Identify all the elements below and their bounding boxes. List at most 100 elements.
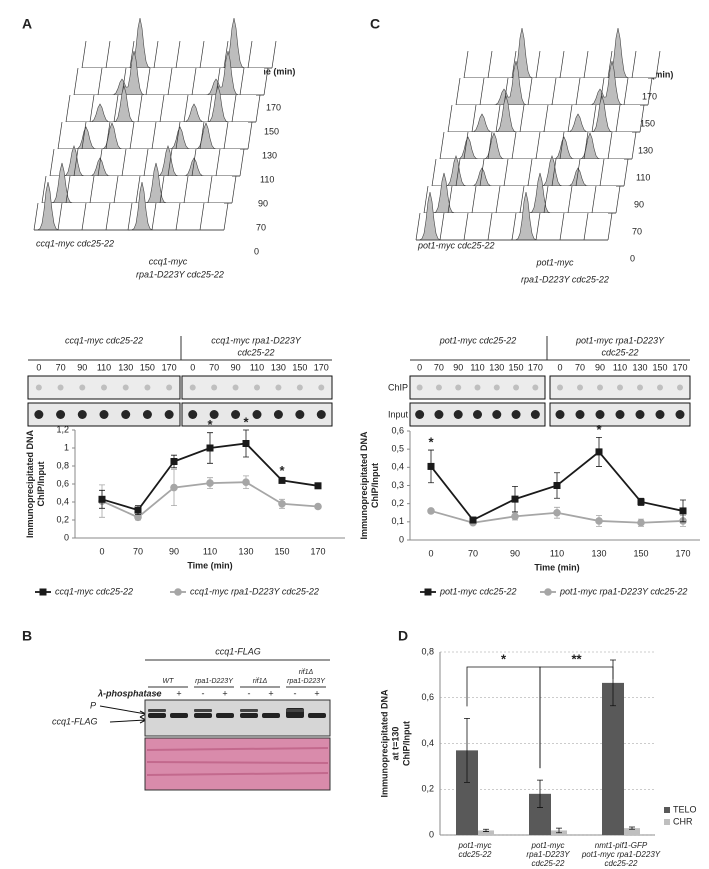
histogram-bg [448, 105, 544, 132]
dot [435, 384, 442, 391]
blot-header: ccq1-myc cdc25-22 [65, 335, 143, 345]
y-tick-label: 0 [429, 829, 434, 839]
histogram-bg [66, 95, 162, 122]
y-tick-label: 0,6 [391, 425, 404, 435]
lane-label: 0 [190, 362, 195, 372]
dot [530, 410, 540, 419]
data-point [170, 458, 178, 465]
comparison-bracket [539, 666, 614, 769]
histogram-grid [81, 121, 87, 150]
dot [121, 410, 131, 419]
sign: - [294, 688, 297, 698]
dot [188, 410, 198, 419]
data-point [595, 448, 603, 456]
histogram-grid [647, 77, 653, 106]
dot [453, 410, 463, 419]
group-label: WT [163, 678, 175, 685]
histogram-grid [151, 202, 157, 231]
band [308, 713, 326, 718]
histogram-grid [471, 104, 477, 133]
histogram-grid [559, 212, 565, 241]
dot [99, 410, 109, 419]
dot [675, 410, 685, 419]
legend-marker [544, 588, 552, 596]
strain-label: ccq1-myc [149, 256, 188, 266]
histogram-grid [231, 94, 237, 123]
histogram-grid [559, 131, 565, 160]
histogram-grid [199, 40, 205, 69]
dot [318, 384, 325, 391]
histogram-grid [623, 158, 629, 187]
error-bar [629, 826, 635, 830]
histogram-grid [175, 40, 181, 69]
y-tick-label: 0,6 [56, 478, 69, 488]
lane-label: 110 [613, 362, 627, 372]
y-tick-label: 0,6 [421, 692, 434, 702]
x-tick-label: pot1-myc [458, 841, 492, 850]
histogram-grid [49, 148, 55, 177]
histogram-grid [479, 158, 485, 187]
y-tick-label: 0,4 [421, 738, 434, 748]
dot [575, 410, 585, 419]
lane-label: 170 [314, 362, 329, 372]
arrow [99, 705, 148, 718]
sign: - [248, 688, 251, 698]
histogram-grid [129, 121, 135, 150]
y-tick-label: 0,4 [56, 496, 69, 506]
histogram-grid [57, 121, 63, 150]
legend-swatch [664, 819, 670, 825]
histogram-bg [176, 41, 272, 68]
histogram-grid [65, 175, 71, 204]
data-point [278, 500, 286, 508]
sign: + [268, 688, 273, 698]
histogram-grid [423, 185, 429, 214]
ponceau-band [146, 747, 329, 776]
histogram-grid [471, 185, 477, 214]
lane-label: 0 [417, 362, 422, 372]
significance: * [596, 422, 602, 437]
data-point [242, 440, 250, 447]
time-label: 70 [256, 222, 266, 232]
dot [577, 384, 583, 391]
legend-label: ccq1-myc rpa1-D223Y cdc25-22 [190, 586, 319, 596]
data-point [98, 495, 106, 503]
comparison-label: * [501, 651, 507, 666]
histogram-grid [623, 77, 629, 106]
time-label: 130 [638, 145, 653, 155]
dot [211, 384, 218, 391]
dot [79, 384, 86, 391]
histogram-grid [97, 67, 103, 96]
lane-label: 110 [97, 362, 111, 372]
blot-header: cdc25-22 [237, 347, 274, 357]
histogram-grid [73, 67, 79, 96]
histogram-grid [631, 50, 637, 79]
dot [416, 384, 423, 391]
histogram-grid [527, 77, 533, 106]
y-tick-label: 1 [64, 442, 69, 452]
lane-label: 130 [118, 362, 133, 372]
x-tick-label: cdc25-22 [532, 859, 565, 868]
y-tick-label: 0,8 [56, 460, 69, 470]
strain-label: pot1-myc cdc25-22 [417, 240, 495, 250]
y-axis-label: ChIP/Input [401, 721, 411, 766]
treatment-label: λ-phosphatase [97, 688, 162, 698]
legend-swatch [664, 807, 670, 813]
group-label: rif1Δ [299, 669, 314, 676]
panel-label: B [22, 628, 32, 644]
band [170, 713, 188, 718]
blot-title: ccq1-FLAG [215, 646, 261, 656]
histogram-grid [263, 67, 269, 96]
y-tick-label: 0,2 [391, 498, 404, 508]
x-tick-label: cdc25-22 [605, 859, 638, 868]
histogram-grid [503, 158, 509, 187]
data-point [314, 502, 322, 511]
histogram-grid [105, 121, 111, 150]
time-label: 150 [264, 126, 279, 136]
histogram-grid [207, 175, 213, 204]
dot [34, 410, 44, 419]
error-bar [464, 717, 470, 783]
histogram-grid [207, 94, 213, 123]
time-axis-label: Time (min) [250, 66, 295, 76]
x-tick-label: 0 [428, 548, 433, 558]
